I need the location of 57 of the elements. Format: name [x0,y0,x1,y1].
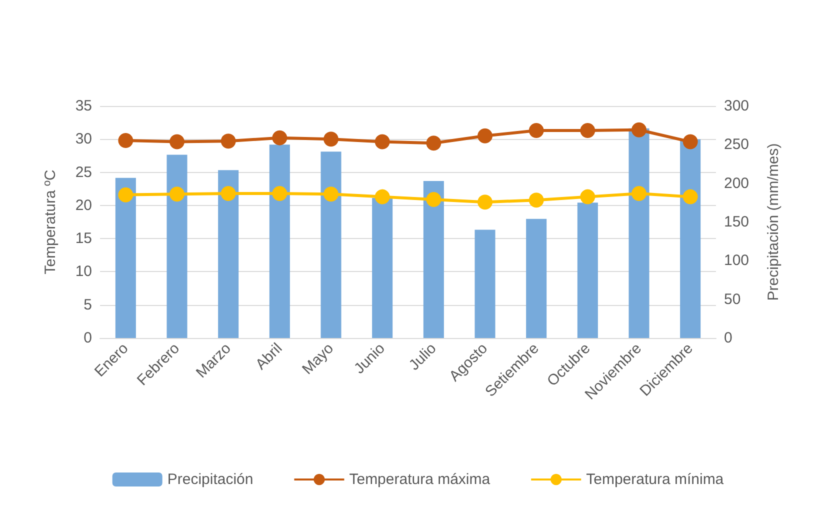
y-tick-label: 35 [75,98,92,114]
y-tick-label: 20 [75,196,92,214]
point [528,192,544,208]
point [682,134,698,150]
point [118,187,134,202]
y-axis-title: Temperatura ºC [42,169,59,274]
bar [577,202,598,338]
y-tick-label: 0 [84,330,92,346]
legend-label: Temperatura máxima [349,471,491,488]
y-tick-label: 25 [75,164,92,181]
y2-tick-label: 250 [724,136,750,154]
point [426,192,442,207]
point [118,132,134,148]
bar [320,152,342,338]
y2-tick-label: 100 [724,252,750,270]
point [374,134,390,150]
point [324,186,338,202]
point [170,186,184,202]
y2-tick-label: 150 [724,214,750,230]
point [324,132,338,147]
point [580,123,596,138]
y-tick-label: 10 [75,263,92,280]
bar [115,178,136,338]
point [478,128,492,144]
point [580,189,596,204]
point [272,130,288,146]
y-tick-label: 5 [84,296,92,314]
y2-tick-label: 200 [724,174,750,192]
point [682,189,698,204]
y2-tick-label: 50 [724,290,741,308]
bar [218,170,239,338]
point [374,189,390,204]
bar [372,198,393,338]
bar [474,230,496,338]
y-tick-label: 30 [75,130,92,148]
point [220,134,236,149]
point [426,136,442,151]
x-tick-label: Julio [406,340,440,374]
bar [166,154,188,338]
y2-tick-label: 0 [724,330,732,346]
y-tick-label: 15 [75,230,92,248]
point [632,122,646,138]
point [478,194,492,210]
point [272,186,288,201]
bar [628,128,650,338]
bar [423,181,444,338]
y2-tick-label: 300 [724,98,750,114]
legend-label: Temperatura mínima [586,471,724,488]
point [220,186,236,201]
bar [680,139,701,338]
y2-axis-title: Precipitación (mm/mes) [765,143,782,301]
point [632,186,646,201]
bar [526,218,547,338]
point [528,123,544,138]
legend-label: Precipitación [167,471,254,488]
point [170,134,184,150]
bar [269,144,290,338]
